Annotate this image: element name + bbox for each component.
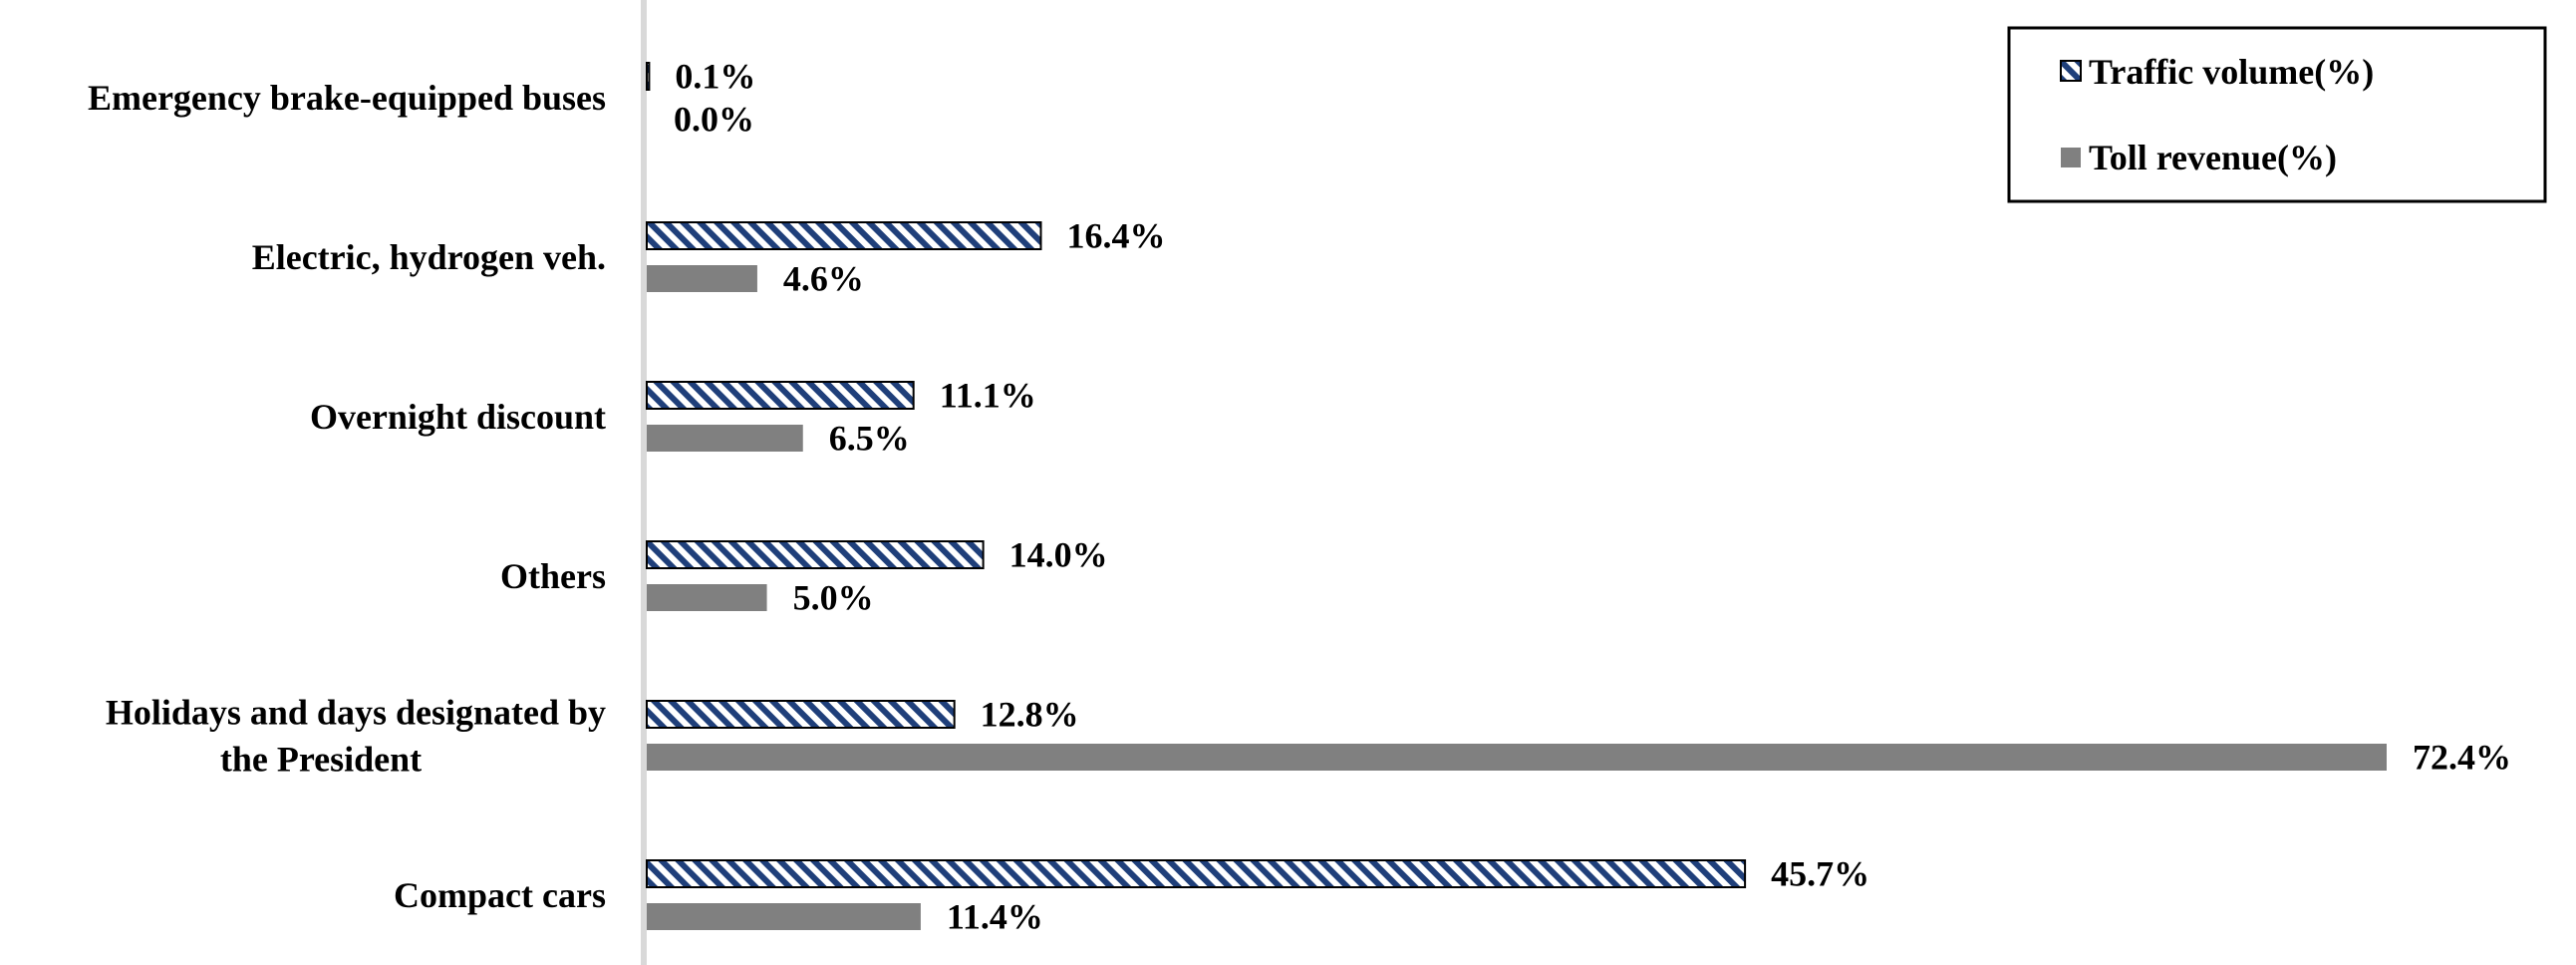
- data-label-traffic-volume: 0.1%: [675, 57, 755, 97]
- category-label: Overnight discount: [310, 397, 606, 437]
- legend: Traffic volume(%) Toll revenue(%): [2007, 26, 2547, 203]
- category-label: Electric, hydrogen veh.: [252, 237, 606, 277]
- category-label: Holidays and days designated by: [106, 693, 606, 733]
- value-labels: 0.1%0.0% 16.4% 4.6% 11.1% 6.5% 14.0% 5.0% 12.8%…: [674, 57, 2511, 937]
- legend-label-traffic-volume: Traffic volume(%): [2089, 52, 2374, 92]
- category-label: Compact cars: [394, 875, 606, 915]
- data-label-toll-revenue: 72.4%: [2413, 738, 2511, 778]
- legend-swatch-toll-revenue: [2061, 148, 2081, 167]
- bar-traffic-volume: [646, 221, 1042, 250]
- data-label-toll-revenue: 11.4%: [947, 897, 1043, 937]
- bar-traffic-volume: [646, 540, 985, 569]
- data-label-traffic-volume: 14.0%: [1009, 535, 1108, 575]
- data-label-toll-revenue: 0.0%: [674, 100, 754, 140]
- bar-toll-revenue: [647, 425, 803, 452]
- category-labels: Emergency brake-equipped buses Electric, …: [88, 78, 606, 915]
- data-label-toll-revenue: 4.6%: [783, 259, 864, 299]
- data-label-toll-revenue: 5.0%: [793, 578, 874, 618]
- bar-toll-revenue: [647, 265, 757, 292]
- bar-toll-revenue: [647, 584, 767, 611]
- data-label-toll-revenue: 6.5%: [829, 419, 910, 459]
- category-label: the President: [220, 740, 422, 780]
- legend-label-toll-revenue: Toll revenue(%): [2089, 138, 2337, 177]
- bar-traffic-volume: [646, 859, 1747, 888]
- category-label: Others: [500, 556, 606, 596]
- data-label-traffic-volume: 12.8%: [981, 695, 1079, 735]
- data-label-traffic-volume: 45.7%: [1771, 854, 1869, 894]
- data-label-traffic-volume: 11.1%: [940, 376, 1036, 416]
- bar-traffic-volume: [646, 700, 956, 729]
- bar-toll-revenue: [647, 744, 2387, 771]
- bar-traffic-volume: [646, 62, 651, 91]
- legend-swatch-traffic-volume: [2060, 60, 2082, 82]
- category-label: Emergency brake-equipped buses: [88, 78, 606, 118]
- bars-layer: [646, 62, 2387, 930]
- data-label-traffic-volume: 16.4%: [1067, 216, 1166, 256]
- bar-toll-revenue: [647, 903, 921, 930]
- bar-traffic-volume: [646, 381, 915, 410]
- legend-frame: [2007, 26, 2547, 203]
